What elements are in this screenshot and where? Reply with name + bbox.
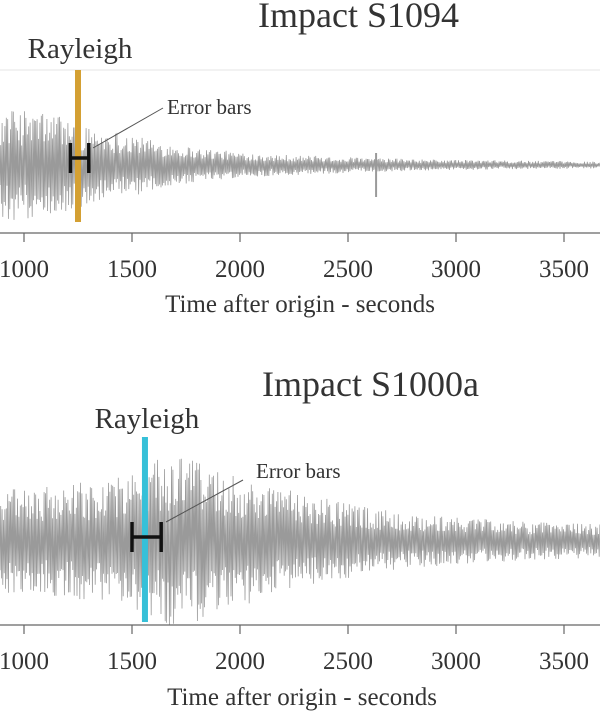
x-axis-ticks: 1000 1500 2000 2500 3000 3500: [0, 625, 589, 675]
x-tick-label: 1500: [107, 648, 157, 675]
waveform-trace: [0, 111, 600, 220]
error-bar: [130, 522, 163, 552]
waveform-series: [0, 111, 600, 220]
x-tick-label: 1000: [0, 648, 49, 675]
chart-title: Impact S1000a: [262, 364, 479, 404]
chart-panel-s1094: Impact S1094 Rayleigh Error bars 1000 150…: [0, 0, 600, 318]
annotation-leader: [165, 479, 244, 523]
rayleigh-label: Rayleigh: [95, 403, 200, 435]
annotation-error-bars: Error bars: [167, 95, 252, 119]
waveform-trace: [0, 458, 600, 625]
x-tick-label: 2500: [323, 648, 373, 675]
x-tick-label: 3500: [539, 648, 589, 675]
x-axis-title: Time after origin - seconds: [165, 291, 435, 318]
x-tick-label: 3000: [431, 648, 481, 675]
rayleigh-label: Rayleigh: [28, 33, 133, 65]
x-axis-title: Time after origin - seconds: [167, 684, 437, 711]
annotation-leader: [92, 107, 164, 149]
x-tick-label: 1000: [0, 256, 49, 283]
waveform-series: [0, 458, 600, 625]
x-tick-label: 2000: [215, 648, 265, 675]
x-tick-label: 3500: [539, 256, 589, 283]
x-tick-label: 3000: [431, 256, 481, 283]
x-tick-label: 2500: [323, 256, 373, 283]
chart-title: Impact S1094: [258, 0, 459, 35]
chart-panel-s1000a: Impact S1000a Rayleigh Error bars 1000 15…: [0, 364, 600, 711]
x-axis-ticks: 1000 1500 2000 2500 3000 3500: [0, 233, 589, 283]
x-tick-label: 2000: [215, 256, 265, 283]
annotation-error-bars: Error bars: [256, 459, 341, 483]
error-bar: [68, 143, 91, 173]
x-tick-label: 1500: [107, 256, 157, 283]
